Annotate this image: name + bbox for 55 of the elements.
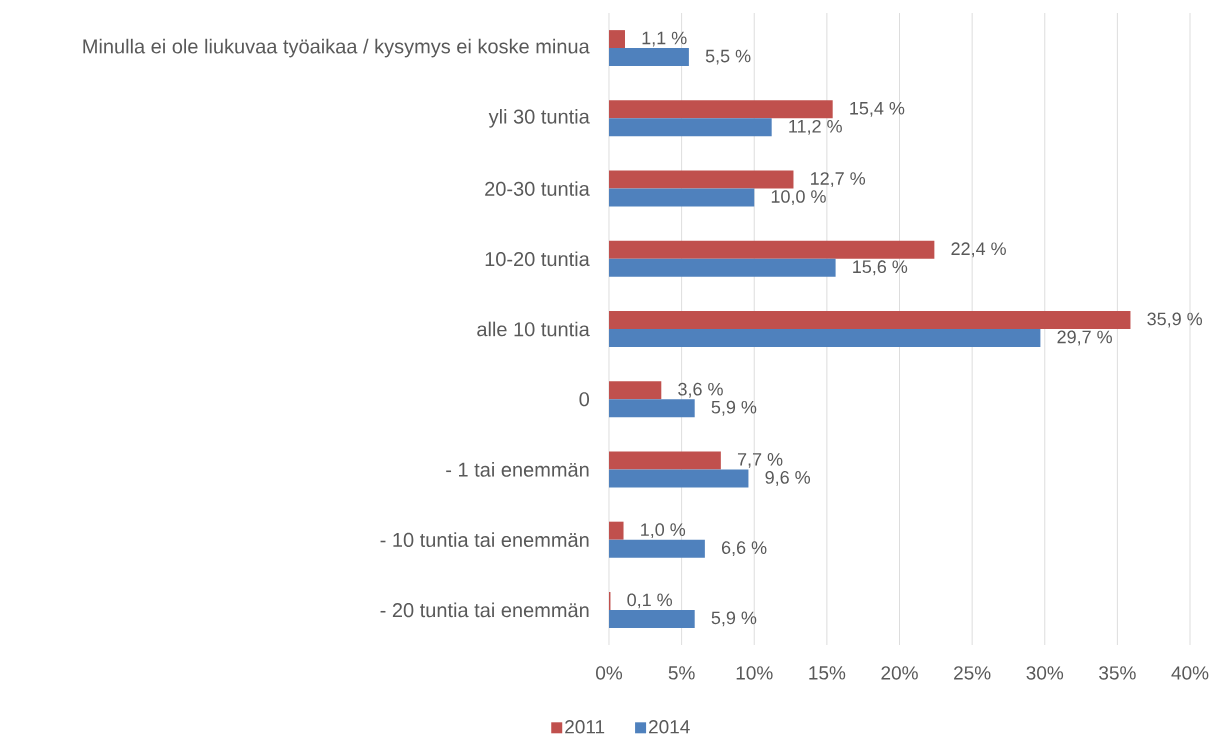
data-label: 1,1 % xyxy=(642,31,687,47)
x-tick-label: 20% xyxy=(881,666,918,680)
y-tick-label: Minulla ei ole liukuvaa työaikaa / kysymys ei koske minua xyxy=(83,38,590,58)
bar xyxy=(609,100,833,119)
bar xyxy=(609,170,794,189)
legend-label: 2014 xyxy=(649,720,690,734)
data-label: 1,0 % xyxy=(641,523,686,539)
y-tick-label: 20-30 tuntia xyxy=(485,181,590,196)
x-tick-label: 30% xyxy=(1026,666,1064,680)
y-tick-label: alle 10 tuntia xyxy=(477,321,590,337)
data-label: 0,1 % xyxy=(627,593,673,609)
bar xyxy=(609,451,721,470)
y-tick-label: - 10 tuntia tai enemmän xyxy=(380,532,589,548)
data-label: 10,0 % xyxy=(771,190,826,205)
bar xyxy=(609,469,749,488)
data-label: 15,4 % xyxy=(850,101,905,117)
data-label: 35,9 % xyxy=(1147,312,1203,328)
y-tick-label: - 20 tuntia tai enemmän xyxy=(380,602,589,618)
x-tick-label: 0% xyxy=(596,666,623,680)
data-label: 5,9 % xyxy=(711,611,757,627)
bar xyxy=(609,381,662,400)
bar xyxy=(609,521,624,540)
bar xyxy=(609,48,689,67)
bar xyxy=(609,258,836,277)
x-tick-label: 25% xyxy=(954,666,991,680)
data-label: 6,6 % xyxy=(721,541,767,557)
y-tick-label: yli 30 tuntia xyxy=(488,109,590,128)
bar xyxy=(609,188,755,207)
data-label: 5,9 % xyxy=(711,400,757,416)
bar xyxy=(609,609,695,628)
x-tick-label: 35% xyxy=(1099,666,1136,680)
data-label: 3,6 % xyxy=(678,382,723,398)
bar xyxy=(609,240,935,259)
data-label: 9,6 % xyxy=(765,471,811,486)
x-tick-label: 15% xyxy=(809,666,846,680)
bar xyxy=(609,329,1041,348)
data-label: 11,2 % xyxy=(789,119,842,135)
x-tick-label: 5% xyxy=(668,666,695,680)
legend-label: 2011 xyxy=(565,720,605,734)
data-label: 12,7 % xyxy=(811,172,866,187)
data-label: 22,4 % xyxy=(951,242,1006,258)
y-tick-label: 10-20 tuntia xyxy=(485,251,590,267)
bar xyxy=(609,118,772,137)
x-tick-label: 10% xyxy=(736,666,773,680)
bar xyxy=(609,311,1131,330)
data-label: 29,7 % xyxy=(1057,330,1112,346)
bar xyxy=(609,539,705,558)
data-label: 7,7 % xyxy=(737,453,783,468)
data-label: 15,6 % xyxy=(853,260,908,276)
bar xyxy=(609,399,695,418)
x-tick-label: 40% xyxy=(1171,666,1209,680)
bar xyxy=(609,30,625,49)
data-label: 5,5 % xyxy=(705,49,751,65)
y-tick-label: - 1 tai enemmän xyxy=(446,462,589,477)
y-tick-label: 0 xyxy=(579,392,590,407)
